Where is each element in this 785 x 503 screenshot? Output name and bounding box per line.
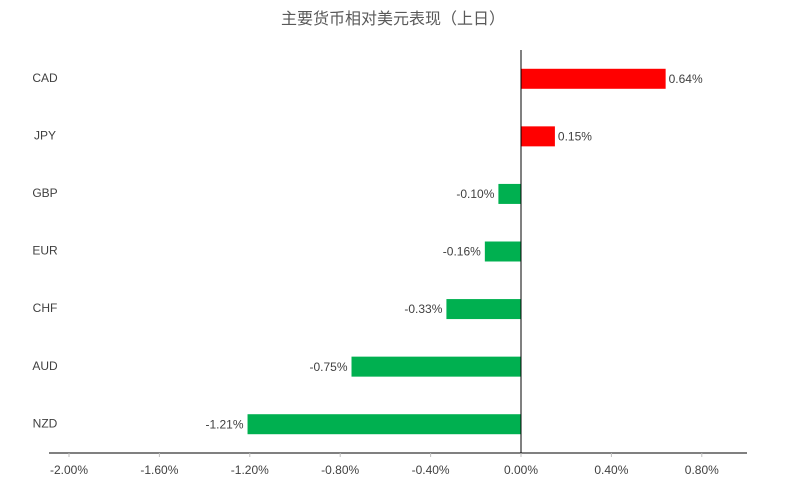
x-tick-label: 0.40% bbox=[594, 463, 628, 477]
bar bbox=[521, 126, 555, 147]
x-tick-label: -0.40% bbox=[412, 463, 450, 477]
y-tick-label: CAD bbox=[32, 71, 58, 85]
data-label: -0.16% bbox=[443, 245, 481, 259]
y-tick-label: GBP bbox=[32, 186, 57, 200]
data-label: -0.33% bbox=[404, 302, 442, 316]
data-label: -1.21% bbox=[206, 417, 244, 431]
x-tick-label: -1.20% bbox=[231, 463, 269, 477]
bar bbox=[484, 241, 521, 262]
chart-title: 主要货币相对美元表现（上日） bbox=[281, 10, 505, 28]
y-tick-label: EUR bbox=[32, 244, 58, 258]
bar bbox=[247, 414, 522, 435]
y-tick-label: CHF bbox=[33, 301, 58, 315]
y-tick-label: NZD bbox=[33, 416, 58, 430]
bar bbox=[446, 299, 521, 320]
bar bbox=[351, 356, 521, 377]
y-tick-label: AUD bbox=[32, 359, 58, 373]
x-tick-label: -1.60% bbox=[140, 463, 178, 477]
bar bbox=[498, 183, 521, 204]
x-tick-label: 0.80% bbox=[685, 463, 719, 477]
x-tick-label: -2.00% bbox=[50, 463, 88, 477]
x-tick-label: 0.00% bbox=[504, 463, 538, 477]
data-label: -0.75% bbox=[309, 360, 347, 374]
data-label: 0.64% bbox=[669, 72, 703, 86]
data-label: -0.10% bbox=[456, 187, 494, 201]
bar bbox=[521, 68, 666, 89]
x-tick-label: -0.80% bbox=[321, 463, 359, 477]
y-tick-label: JPY bbox=[34, 129, 56, 143]
data-label: 0.15% bbox=[558, 130, 592, 144]
